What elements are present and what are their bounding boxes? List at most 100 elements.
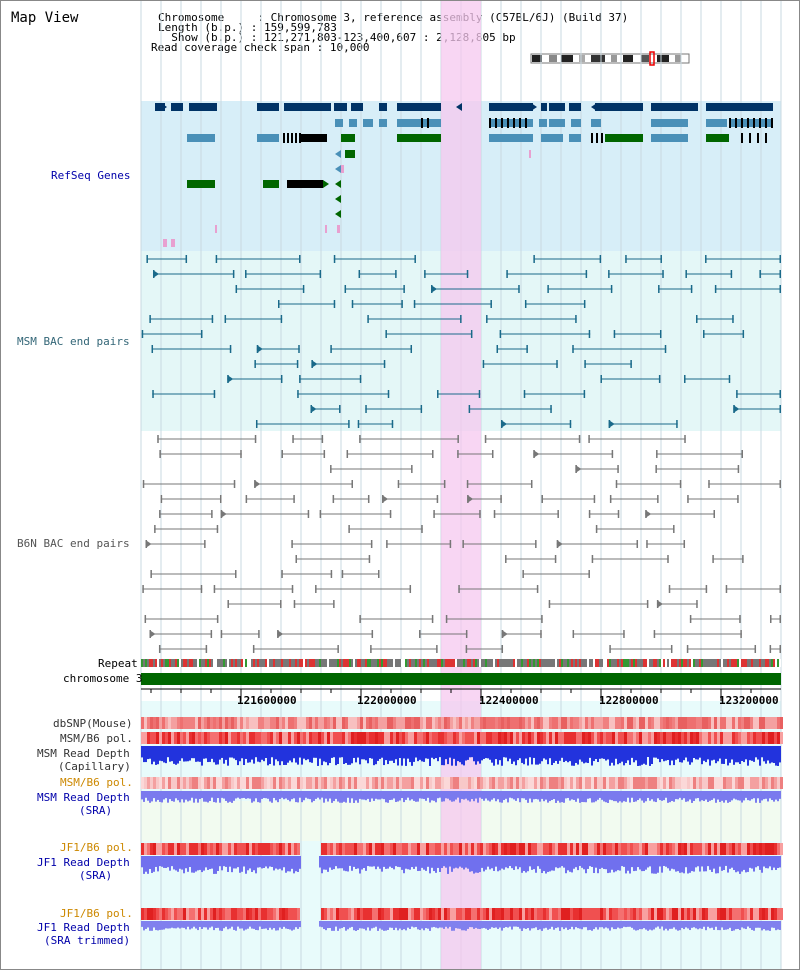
bac-end-pair[interactable]	[245, 270, 322, 278]
bac-end-pair[interactable]	[382, 495, 439, 503]
gene-feature[interactable]	[301, 134, 327, 142]
bac-end-pair[interactable]	[159, 450, 242, 458]
gene-feature[interactable]	[397, 119, 441, 127]
bac-end-pair[interactable]	[277, 630, 374, 638]
bac-end-pair[interactable]	[145, 540, 206, 548]
bac-end-pair[interactable]	[160, 495, 222, 503]
gene-feature[interactable]	[706, 119, 727, 127]
bac-end-pair[interactable]	[501, 420, 572, 428]
bac-end-pair[interactable]	[524, 300, 586, 308]
bac-end-pair[interactable]	[445, 615, 543, 623]
bac-end-pair[interactable]	[256, 345, 300, 353]
bac-end-pair[interactable]	[608, 270, 664, 278]
bac-end-pair[interactable]	[278, 300, 336, 308]
gene-feature[interactable]	[591, 119, 601, 127]
bac-end-pair[interactable]	[457, 450, 494, 458]
bac-end-pair[interactable]	[556, 540, 639, 548]
gene-feature[interactable]	[257, 103, 279, 111]
msm-bac-track[interactable]	[141, 255, 781, 428]
bac-end-pair[interactable]	[351, 300, 403, 308]
heat-tracks[interactable]	[141, 717, 783, 931]
bac-end-pair[interactable]	[330, 465, 413, 473]
bac-end-pair[interactable]	[548, 600, 649, 608]
bac-end-pair[interactable]	[330, 345, 413, 353]
bac-end-pair[interactable]	[591, 555, 669, 563]
bac-end-pair[interactable]	[150, 570, 237, 578]
refseq-gene-track[interactable]	[155, 103, 773, 247]
bac-end-pair[interactable]	[646, 540, 686, 548]
bac-end-pair[interactable]	[319, 510, 392, 518]
bac-end-pair[interactable]	[297, 390, 390, 398]
bac-end-pair[interactable]	[584, 360, 632, 368]
bac-end-pair[interactable]	[413, 300, 492, 308]
bac-end-pair[interactable]	[505, 555, 557, 563]
bac-end-pair[interactable]	[367, 315, 462, 323]
bac-end-pair[interactable]	[547, 285, 613, 293]
bac-end-pair[interactable]	[572, 630, 625, 638]
bac-end-pair[interactable]	[255, 420, 350, 428]
bac-end-pair[interactable]	[541, 495, 596, 503]
bac-end-pair[interactable]	[625, 255, 662, 263]
bac-end-pair[interactable]	[152, 390, 216, 398]
gene-feature[interactable]	[189, 103, 217, 111]
bac-end-pair[interactable]	[658, 285, 693, 293]
bac-end-pair[interactable]	[213, 585, 294, 593]
chromosome-bar[interactable]	[141, 673, 781, 685]
bac-end-pair[interactable]	[220, 510, 310, 518]
bac-end-pair[interactable]	[424, 270, 469, 278]
bac-end-pair[interactable]	[645, 510, 715, 518]
bac-end-pair[interactable]	[157, 435, 257, 443]
gene-feature[interactable]	[706, 134, 729, 142]
gene-feature[interactable]	[345, 150, 355, 158]
gene-feature[interactable]	[549, 103, 565, 111]
bac-end-pair[interactable]	[465, 645, 504, 653]
bac-end-pair[interactable]	[310, 405, 341, 413]
bac-end-pair[interactable]	[686, 645, 757, 653]
bac-end-pair[interactable]	[437, 390, 481, 398]
bac-end-pair[interactable]	[227, 600, 282, 608]
gene-feature[interactable]	[397, 103, 441, 111]
bac-end-pair[interactable]	[254, 480, 353, 488]
bac-end-pair[interactable]	[144, 615, 219, 623]
bac-end-pair[interactable]	[533, 450, 614, 458]
bac-end-pair[interactable]	[365, 405, 423, 413]
bac-end-pair[interactable]	[151, 345, 232, 353]
bac-end-pair[interactable]	[653, 630, 742, 638]
bac-end-pair[interactable]	[523, 390, 586, 398]
bac-end-pair[interactable]	[668, 585, 708, 593]
bac-end-pair[interactable]	[462, 540, 537, 548]
b6n-bac-track[interactable]	[142, 435, 781, 653]
gene-feature[interactable]	[379, 119, 387, 127]
bac-end-pair[interactable]	[293, 600, 335, 608]
bac-end-pair[interactable]	[608, 420, 678, 428]
bac-end-pair[interactable]	[346, 450, 434, 458]
gene-feature[interactable]	[341, 134, 355, 142]
repeat-track[interactable]	[141, 659, 781, 667]
gene-feature[interactable]	[284, 103, 331, 111]
bac-end-pair[interactable]	[714, 285, 781, 293]
bac-end-pair[interactable]	[588, 435, 686, 443]
bac-end-pair[interactable]	[344, 285, 405, 293]
bac-end-pair[interactable]	[295, 555, 371, 563]
bac-end-pair[interactable]	[696, 315, 734, 323]
gene-feature[interactable]	[541, 103, 547, 111]
bac-end-pair[interactable]	[281, 450, 326, 458]
bac-end-pair[interactable]	[588, 510, 620, 518]
bac-end-pair[interactable]	[687, 495, 739, 503]
bac-end-pair[interactable]	[609, 495, 659, 503]
bac-end-pair[interactable]	[370, 645, 438, 653]
gene-feature[interactable]	[651, 134, 688, 142]
bac-end-pair[interactable]	[759, 270, 781, 278]
gene-feature[interactable]	[605, 134, 643, 142]
gene-feature[interactable]	[651, 103, 698, 111]
bac-end-pair[interactable]	[315, 585, 412, 593]
bac-end-pair[interactable]	[158, 645, 208, 653]
gene-feature[interactable]	[706, 103, 773, 111]
bac-end-pair[interactable]	[609, 645, 673, 653]
bac-end-pair[interactable]	[152, 270, 235, 278]
bac-end-pair[interactable]	[703, 330, 745, 338]
bac-end-pair[interactable]	[769, 615, 781, 623]
gene-feature[interactable]	[569, 103, 581, 111]
bac-end-pair[interactable]	[341, 570, 380, 578]
bac-end-pair[interactable]	[281, 570, 333, 578]
